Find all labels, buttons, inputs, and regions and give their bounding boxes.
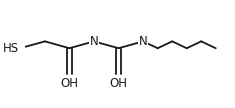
Text: N: N bbox=[90, 35, 98, 48]
Text: OH: OH bbox=[60, 77, 78, 90]
Text: OH: OH bbox=[110, 77, 128, 90]
Text: N: N bbox=[139, 35, 148, 48]
Text: HS: HS bbox=[3, 42, 19, 55]
